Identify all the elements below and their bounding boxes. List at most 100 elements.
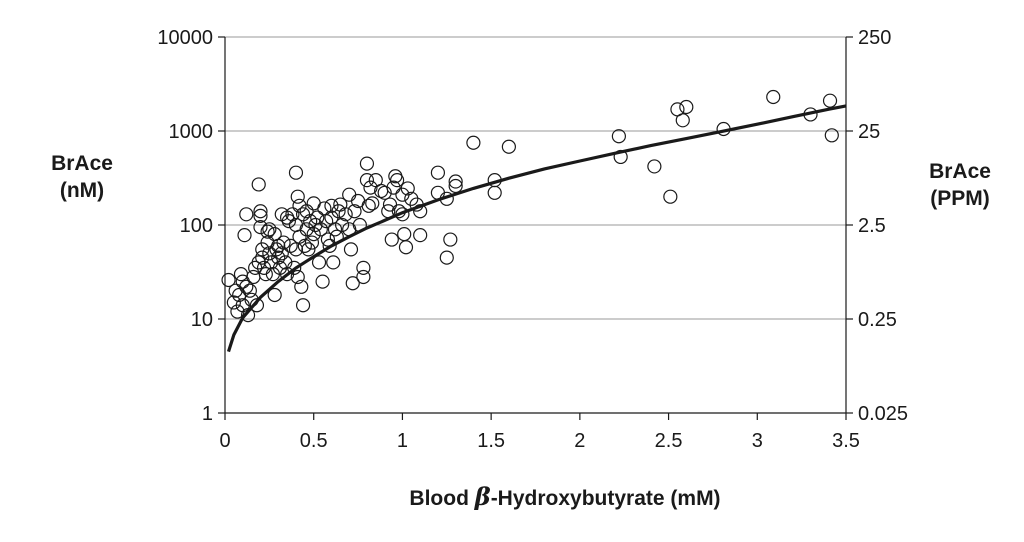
scatter-point [253, 208, 268, 223]
axes-layer [218, 36, 853, 420]
scatter-point [267, 287, 282, 303]
fit-line-layer [226, 104, 847, 353]
scatter-point [466, 135, 481, 150]
scatter-point [822, 93, 838, 108]
scatter-point [338, 207, 353, 222]
scatter-point [390, 173, 405, 188]
scatter-point [249, 298, 265, 313]
x-axis-title-suffix: -Hydroxybutyrate (mM) [491, 487, 721, 510]
scatter-point [311, 255, 327, 270]
scatter-point [377, 185, 392, 200]
x-tick-label: 0.5 [300, 430, 328, 452]
scatter-point [317, 201, 332, 216]
scatter-point [647, 159, 662, 174]
x-tick-label: 3.5 [832, 430, 860, 452]
scatter-point [766, 89, 781, 105]
scatter-point [295, 298, 311, 313]
scatter-point [384, 232, 399, 247]
scatter-point [313, 222, 328, 237]
scatter-point [271, 250, 286, 265]
x-tick-label: 0 [219, 430, 230, 452]
scatter-point [276, 235, 291, 250]
scatter-point [253, 219, 268, 235]
y-tick-label-right: 0.25 [858, 309, 897, 331]
y-tick-label-right: 0.025 [858, 403, 908, 425]
scatter-point [240, 308, 256, 323]
x-axis-title-prefix: Blood [409, 487, 474, 510]
scatter-point [386, 180, 401, 195]
scatter-point [267, 227, 282, 242]
y-tick-label-left: 100 [180, 215, 213, 237]
scatter-point [288, 165, 304, 180]
scatter-point [663, 189, 678, 204]
scatter-point [342, 187, 357, 202]
scatter-point [397, 227, 412, 242]
scatter-point [345, 276, 360, 291]
scatter-point [331, 204, 346, 219]
scatter-point [501, 139, 516, 154]
scatter-point [287, 260, 302, 275]
scatter-point [343, 242, 359, 257]
scatter-point [239, 207, 254, 222]
y-tick-label-left: 10 [191, 309, 213, 331]
scatter-point [292, 198, 307, 213]
x-tick-label: 2 [574, 430, 585, 452]
scatter-point [242, 283, 257, 298]
scatter-point [679, 99, 694, 115]
scatter-point [281, 214, 296, 229]
scatter-point [304, 235, 320, 250]
scatter-point [262, 222, 277, 237]
scatter-point [327, 222, 343, 237]
scatter-point [404, 191, 419, 206]
scatter-point [310, 210, 325, 225]
y-tick-label-right: 250 [858, 27, 891, 49]
scatter-point [443, 232, 458, 247]
scatter-point [322, 238, 337, 253]
scatter-point [294, 279, 309, 294]
scatter-point [439, 250, 454, 265]
x-axis-title-symbol: β [474, 482, 491, 511]
scatter-point [315, 274, 330, 289]
scatter-point [306, 227, 321, 242]
y-axis-title-right-line2: (PPM) [930, 187, 990, 210]
scatter-point [221, 272, 236, 288]
y-tick-label-left: 1000 [169, 121, 214, 143]
y-axis-title-left-line1: BrAce [51, 152, 113, 175]
tick-labels: 1 10 100 1000 10000 0.025 0.25 2.5 25 250 0 0.5 1 1.5… [157, 27, 908, 452]
scatter-point [237, 228, 252, 243]
scatter-point [226, 295, 241, 310]
scatter-point [359, 173, 375, 188]
scatter-point [251, 177, 266, 192]
scatter-point [448, 174, 463, 189]
scatter-point [363, 180, 378, 195]
x-axis-title: Blood β-Hydroxybutyrate (mM) [409, 482, 720, 511]
scatter-point [326, 255, 341, 270]
scatter-point [285, 207, 300, 222]
fit-line [226, 104, 847, 353]
scatter-point [382, 197, 398, 212]
scatter-point [824, 128, 839, 143]
y-axis-title-left-line2: (nM) [60, 179, 104, 202]
x-tick-label: 1 [397, 430, 408, 452]
scatter-point [308, 217, 323, 233]
scatter-point [299, 222, 314, 237]
scatter-point [320, 232, 336, 247]
scatter-point [347, 204, 362, 219]
scatter-point [239, 279, 254, 294]
y-axis-title-right-line1: BrAce [929, 160, 991, 183]
scatter-point [246, 269, 261, 285]
scatter-point [297, 238, 312, 253]
scatter-point [260, 224, 275, 239]
scatter-points [221, 89, 839, 323]
x-tick-label: 2.5 [655, 430, 683, 452]
scatter-point [675, 113, 690, 128]
y-tick-label-right: 2.5 [858, 215, 886, 237]
y-tick-label-right: 25 [858, 121, 880, 143]
scatter-point [487, 185, 502, 200]
scatter-point [398, 240, 414, 255]
scatter-point [258, 267, 273, 282]
scatter-point [365, 196, 380, 211]
scatter-point [356, 260, 371, 275]
